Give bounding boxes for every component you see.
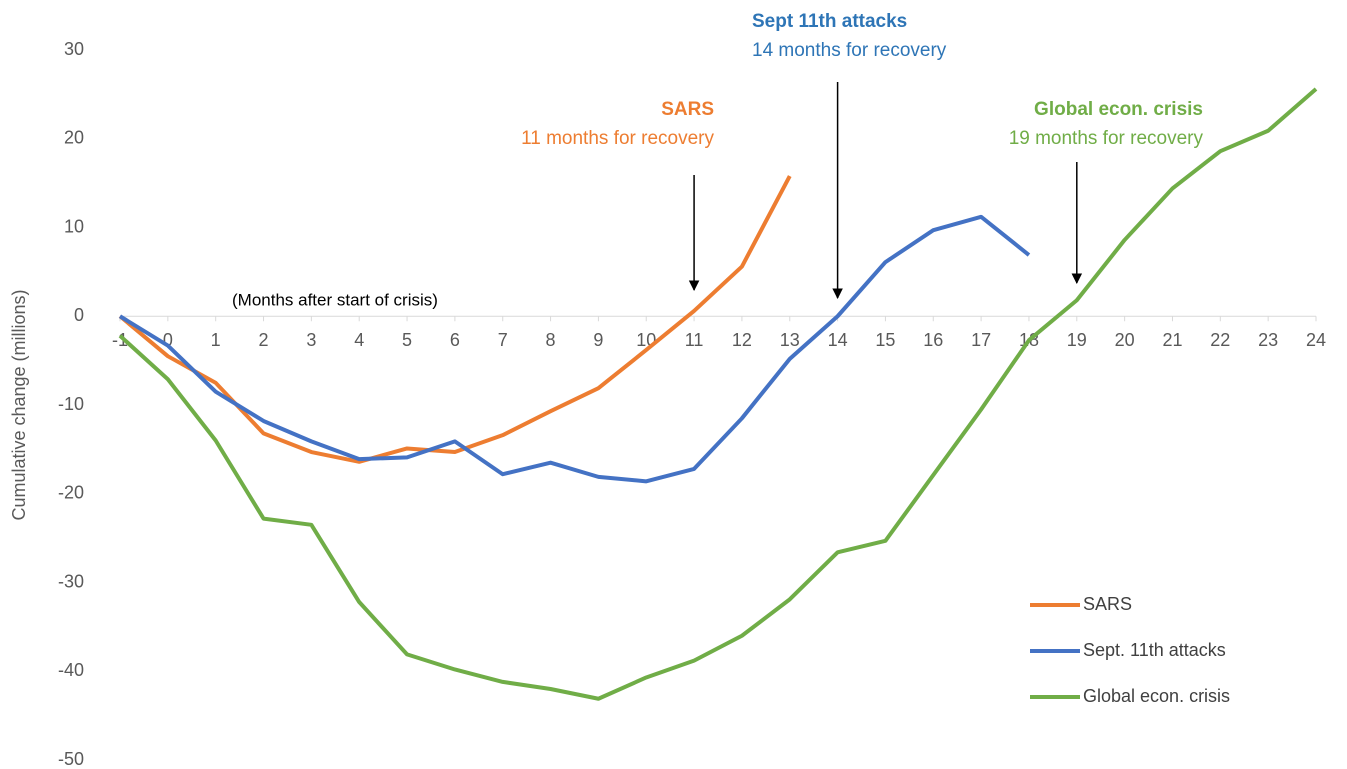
y-tick-label: -40 (58, 660, 84, 680)
y-tick-label: 0 (74, 305, 84, 325)
annotation-title: Global econ. crisis (1034, 99, 1203, 120)
y-tick-label: 30 (64, 39, 84, 59)
y-tick-label: 10 (64, 216, 84, 236)
x-tick-label: 8 (546, 330, 556, 350)
x-tick-label: 22 (1210, 330, 1230, 350)
x-tick-label: 1 (211, 330, 221, 350)
legend-label: SARS (1083, 594, 1132, 614)
y-tick-label: 20 (64, 128, 84, 148)
y-axis-label: Cumulative change (millions) (9, 289, 29, 520)
x-tick-label: 12 (732, 330, 752, 350)
x-tick-label: 5 (402, 330, 412, 350)
annotation-text: 19 months for recovery (1009, 128, 1204, 149)
x-axis-label: (Months after start of crisis) (232, 290, 438, 309)
annotation-text: 11 months for recovery (521, 128, 714, 149)
x-tick-label: 24 (1306, 330, 1326, 350)
x-tick-label: 0 (163, 330, 173, 350)
x-tick-label: 7 (498, 330, 508, 350)
annotation-title: SARS (661, 99, 714, 120)
x-tick-label: 13 (780, 330, 800, 350)
series-line (118, 214, 1031, 484)
legend-label: Global econ. crisis (1083, 686, 1230, 706)
x-tick-label: 2 (259, 330, 269, 350)
x-tick-label: 6 (450, 330, 460, 350)
x-tick-label: 4 (354, 330, 364, 350)
x-tick-label: 17 (971, 330, 991, 350)
y-tick-label: -50 (58, 749, 84, 769)
x-tick-label: 20 (1115, 330, 1135, 350)
legend-label: Sept. 11th attacks (1083, 640, 1226, 660)
y-tick-label: -30 (58, 571, 84, 591)
x-tick-label: 16 (923, 330, 943, 350)
y-tick-label: -10 (58, 394, 84, 414)
x-tick-label: 11 (685, 330, 704, 350)
annotation-title: Sept 11th attacks (752, 11, 907, 32)
annotation-text: 14 months for recovery (752, 40, 947, 61)
y-tick-label: -20 (58, 483, 84, 503)
x-tick-label: 3 (306, 330, 316, 350)
x-tick-label: 14 (828, 330, 848, 350)
x-tick-label: 21 (1162, 330, 1182, 350)
x-tick-label: 9 (593, 330, 603, 350)
x-tick-label: 19 (1067, 330, 1087, 350)
x-tick-label: 10 (636, 330, 656, 350)
x-tick-label: -1 (112, 330, 128, 350)
series-line (118, 87, 1318, 701)
x-tick-label: 23 (1258, 330, 1278, 350)
x-tick-label: 15 (875, 330, 895, 350)
